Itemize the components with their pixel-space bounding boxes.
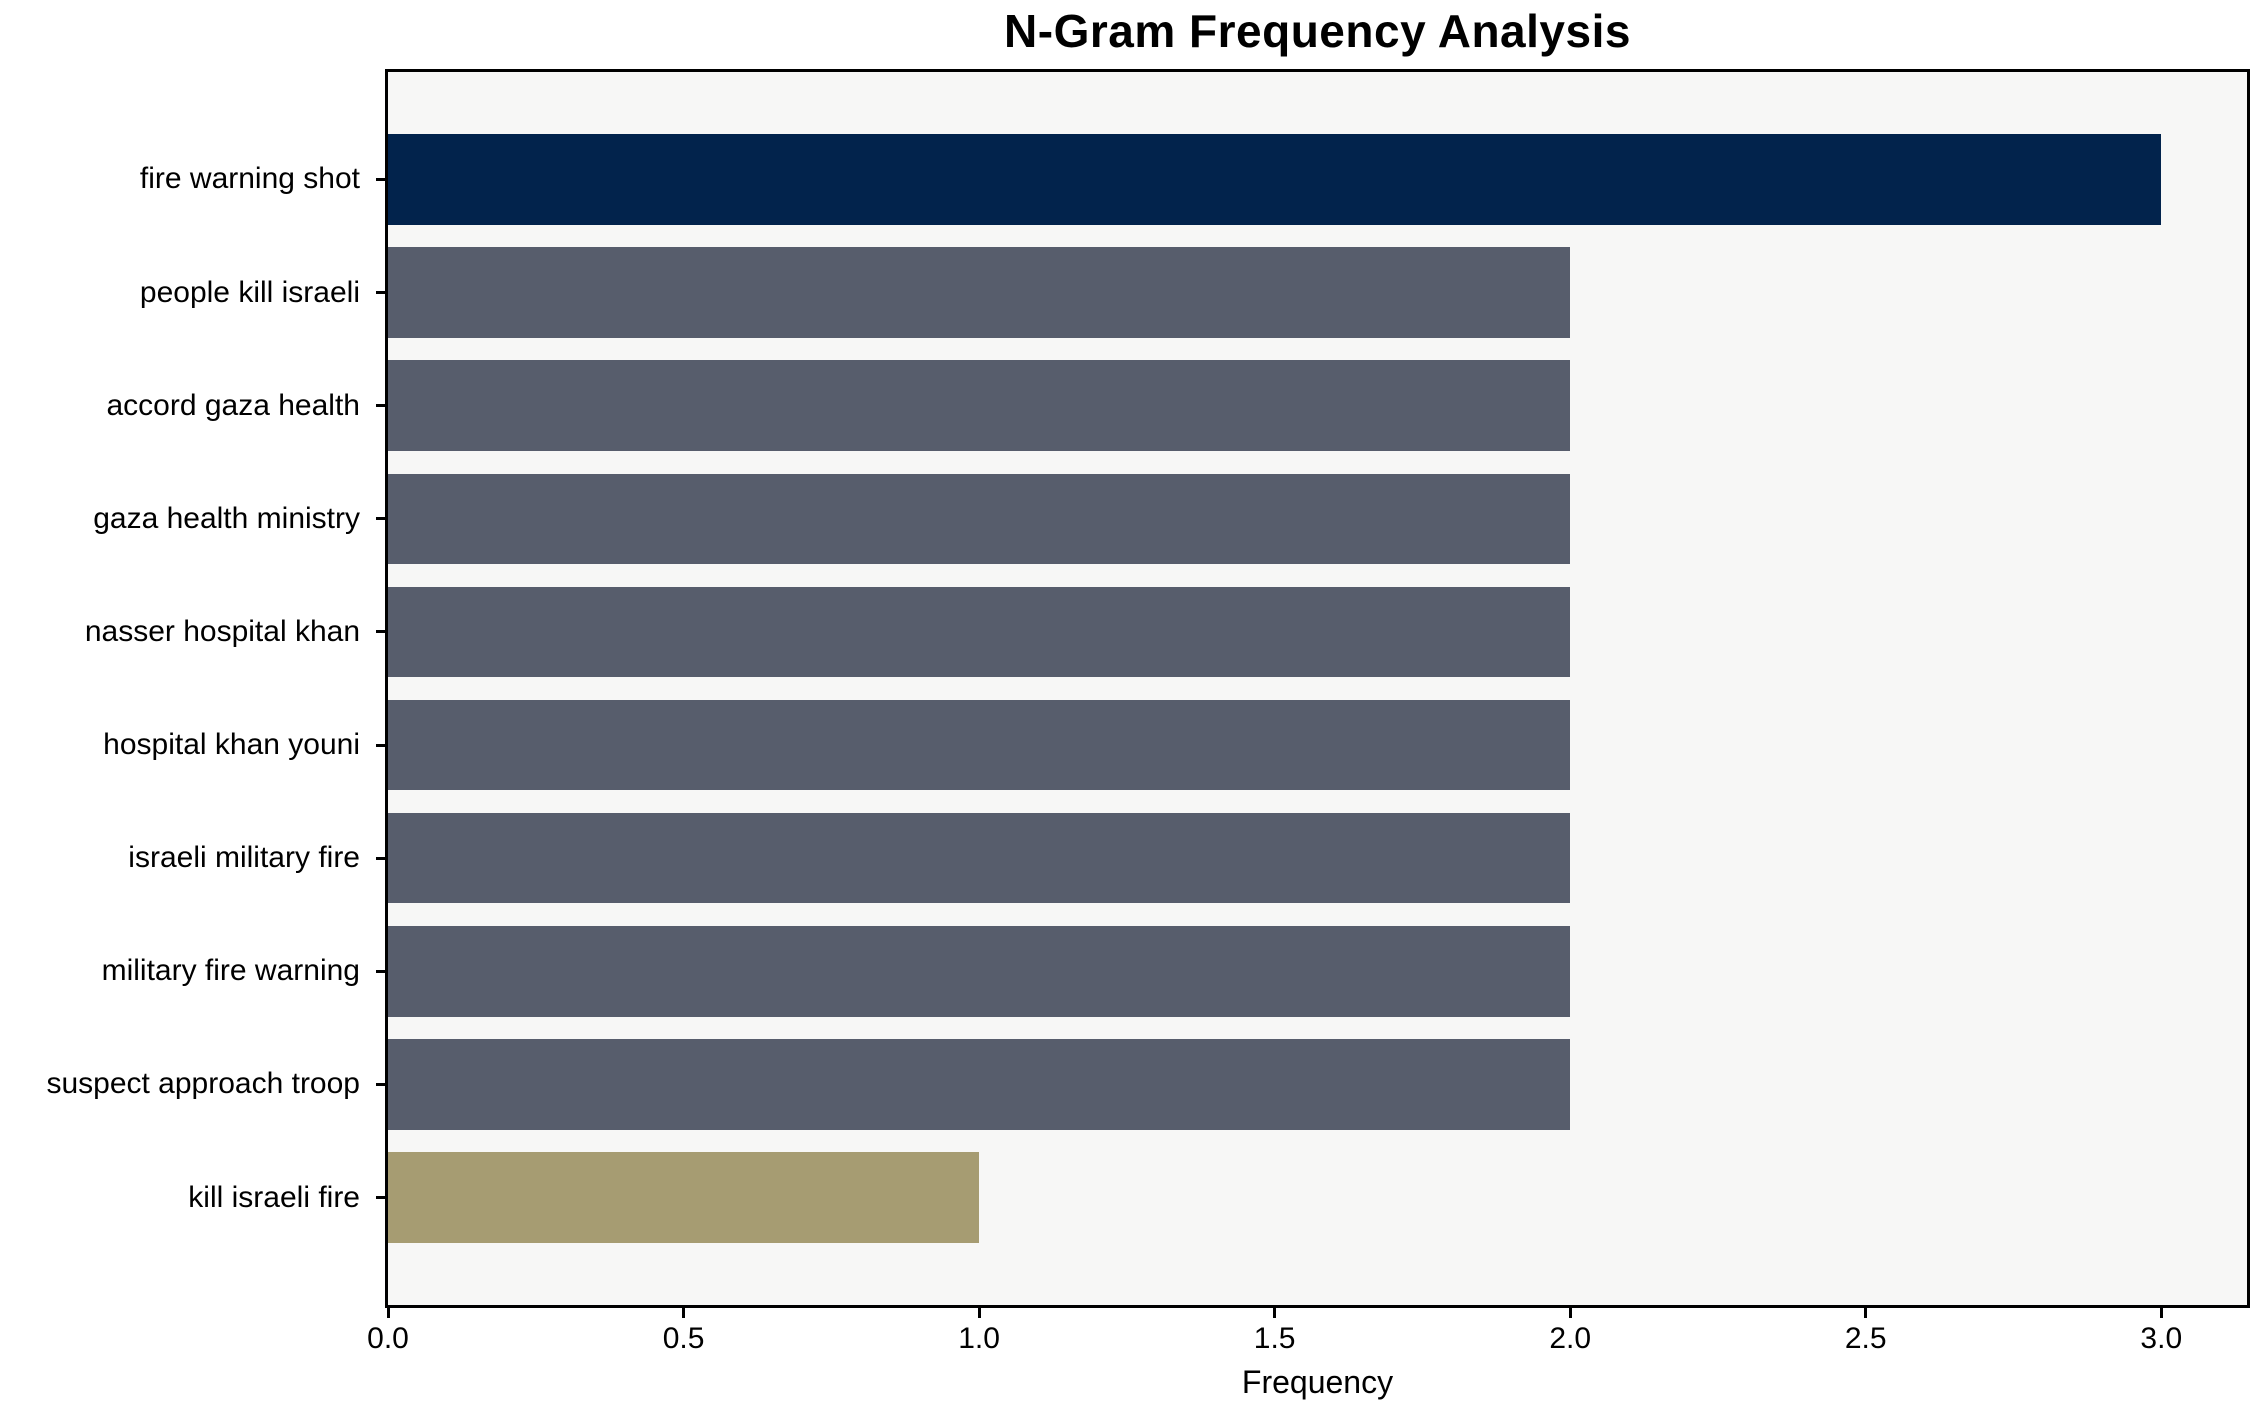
x-tick-label: 0.0 [367,1322,409,1355]
bar [388,247,1571,338]
y-tick-label: hospital khan youni [103,728,360,762]
x-tick-mark [1864,1308,1868,1318]
y-tick-mark [376,177,385,181]
x-tick-mark [1568,1308,1572,1318]
x-tick-label: 2.0 [1549,1322,1592,1355]
y-tick-mark [376,1196,385,1200]
bar [388,134,2162,225]
y-tick-mark [376,291,385,295]
y-tick-label: israeli military fire [128,841,360,875]
bar [388,1152,980,1243]
x-tick-label: 2.5 [1844,1322,1887,1355]
y-tick-mark [376,517,385,521]
x-tick-mark [977,1308,981,1318]
x-tick-mark [682,1308,686,1318]
x-tick-label: 3.0 [2140,1322,2183,1355]
y-tick-mark [376,1082,385,1086]
bars-container [388,72,2247,1305]
y-tick-label: people kill israeli [139,275,360,309]
y-tick-mark [376,743,385,747]
chart-title: N-Gram Frequency Analysis [1004,5,1631,57]
y-tick-label: fire warning shot [139,162,360,196]
x-tick-label: 1.5 [1253,1322,1296,1355]
y-tick-label: kill israeli fire [188,1180,360,1214]
y-tick-mark [376,969,385,973]
y-tick-label: suspect approach troop [46,1067,360,1101]
y-tick-label: accord gaza health [106,388,360,422]
y-tick-mark [376,630,385,634]
y-tick-label: nasser hospital khan [84,614,360,648]
bar [388,699,1571,791]
bar [388,1039,1571,1130]
bar [388,473,1571,565]
bar [388,812,1571,904]
y-tick-label: gaza health ministry [93,501,360,535]
bar [388,360,1571,451]
x-tick-mark [386,1308,390,1318]
x-tick-mark [1273,1308,1277,1318]
x-tick-label: 0.5 [662,1322,705,1355]
y-tick-mark [376,856,385,860]
bar [388,586,1571,678]
x-axis-label: Frequency [1241,1364,1394,1400]
x-tick-label: 1.0 [958,1322,1000,1355]
y-tick-label: military fire warning [101,954,360,988]
y-tick-mark [376,404,385,408]
x-tick-mark [2159,1308,2163,1318]
bar [388,926,1571,1017]
